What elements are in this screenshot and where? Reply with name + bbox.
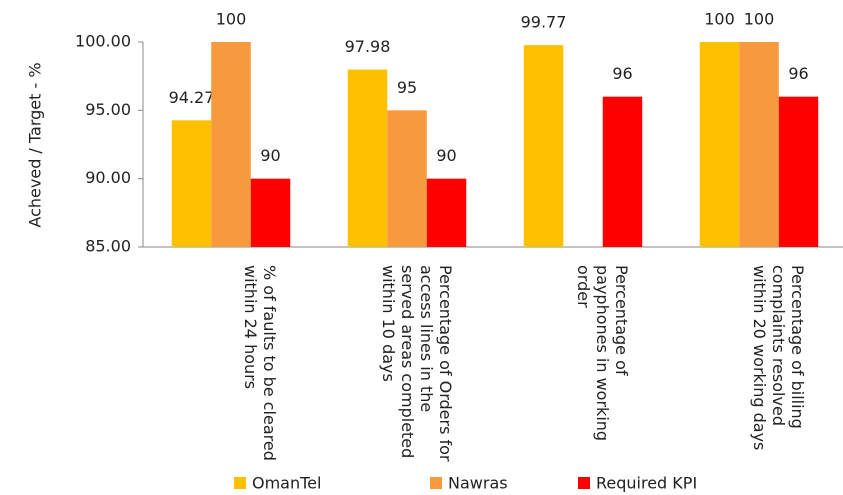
data-label: 100 (744, 10, 775, 29)
legend-swatch (234, 477, 246, 489)
bar (602, 96, 643, 248)
data-label: 95 (397, 78, 417, 97)
bar (387, 110, 427, 247)
bar (739, 42, 779, 247)
bar (523, 45, 564, 247)
y-tick-label: 85.00 (85, 237, 131, 256)
y-tick-label: 95.00 (85, 100, 131, 119)
y-axis-title: Acheved / Target - % (26, 62, 45, 227)
data-label: 100 (704, 10, 735, 29)
x-tick-label: Percentage of billing complaints resolve… (750, 265, 807, 451)
legend-swatch (578, 477, 590, 489)
data-label: 90 (260, 146, 280, 165)
data-label: 96 (612, 64, 632, 83)
data-label: 99.77 (521, 13, 567, 32)
legend-label: Nawras (448, 474, 508, 493)
x-tick-label: Percentage of Orders for access lines in… (379, 265, 455, 462)
legend-swatch (430, 477, 442, 489)
x-tick-label: % of faults to be cleared within 24 hour… (241, 265, 279, 461)
legend-label: Required KPI (596, 474, 697, 493)
data-label: 94.27 (169, 88, 215, 107)
data-label: 96 (788, 64, 808, 83)
bar (426, 178, 467, 247)
y-tick-label: 90.00 (85, 168, 131, 187)
data-label: 97.98 (345, 37, 391, 56)
x-tick-label: Percentage of payphones in working order (574, 265, 631, 442)
bar (347, 69, 388, 248)
bar (211, 42, 251, 247)
y-tick-label: 100.00 (75, 32, 131, 51)
data-label: 100 (216, 10, 247, 29)
data-label: 90 (436, 146, 456, 165)
bar (171, 120, 212, 247)
bar (699, 42, 740, 247)
bar (250, 178, 291, 247)
legend-label: OmanTel (252, 474, 321, 493)
bar (778, 96, 819, 248)
